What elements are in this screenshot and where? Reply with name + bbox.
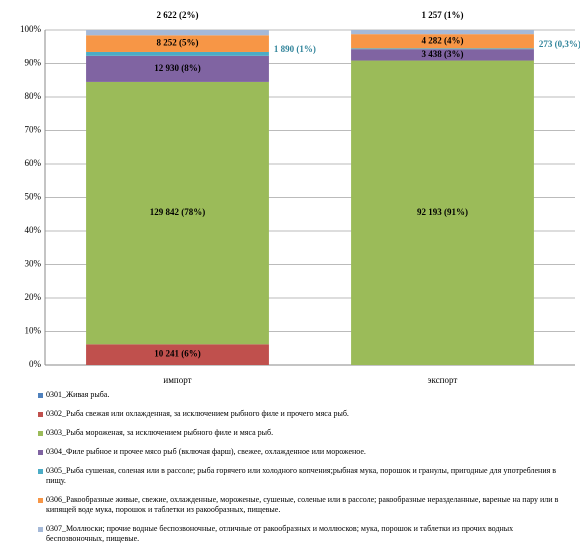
y-tick-label: 30% <box>25 259 42 269</box>
y-tick-label: 80% <box>25 91 42 101</box>
data-label: 10 241 (6%) <box>154 349 201 359</box>
legend-label: 0301_Живая рыба. <box>46 390 110 399</box>
y-tick-label: 100% <box>20 24 42 34</box>
data-label: 129 842 (78%) <box>150 207 206 217</box>
legend-swatch <box>38 431 43 436</box>
bar-segment <box>351 60 534 365</box>
legend-item: 0301_Живая рыба. <box>38 390 568 400</box>
y-tick-label: 0% <box>29 359 42 369</box>
bar-segment <box>86 81 269 345</box>
y-tick-label: 40% <box>25 225 42 235</box>
legend-item: 0305_Рыба сушеная, соленая или в рассоле… <box>38 466 568 486</box>
legend-label: 0306_Ракообразные живые, свежие, охлажде… <box>46 495 559 514</box>
legend-swatch <box>38 527 43 532</box>
legend-swatch <box>38 498 43 503</box>
data-label: 4 282 (4%) <box>422 35 464 45</box>
data-label: 2 622 (2%) <box>157 10 199 20</box>
y-tick-label: 10% <box>25 326 42 336</box>
legend-label: 0305_Рыба сушеная, соленая или в рассоле… <box>46 466 557 485</box>
y-tick-label: 60% <box>25 158 42 168</box>
y-tick-label: 70% <box>25 125 42 135</box>
legend-item: 0307_Моллюски; прочие водные беспозвоноч… <box>38 524 568 544</box>
legend-swatch <box>38 393 43 398</box>
bar-segment <box>351 30 534 35</box>
legend-label: 0307_Моллюски; прочие водные беспозвоноч… <box>46 524 514 543</box>
bar-segment <box>86 51 269 56</box>
y-tick-label: 50% <box>25 192 42 202</box>
y-tick-label: 90% <box>25 58 42 68</box>
data-label: 92 193 (91%) <box>417 207 468 217</box>
data-label: 8 252 (5%) <box>157 38 199 48</box>
legend-label: 0304_Филе рыбное и прочее мясо рыб (вклю… <box>46 447 366 456</box>
chart: 0% 10% 20% 30% 40% 50% 60% 70% 80% 90% 100% импорт 1… <box>20 10 580 385</box>
data-label: 12 930 (8%) <box>154 63 201 73</box>
bar-segment <box>86 344 269 365</box>
x-tick-label: экспорт <box>428 375 458 385</box>
data-label: 1 890 (1%) <box>274 44 316 54</box>
bar-segment <box>351 34 534 49</box>
data-label: 1 257 (1%) <box>422 10 464 20</box>
legend-item: 0302_Рыба свежая или охлажденная, за иск… <box>38 409 568 419</box>
legend-label: 0303_Рыба мороженая, за исключением рыбн… <box>46 428 274 437</box>
bar-segment <box>351 49 534 61</box>
legend-item: 0303_Рыба мороженая, за исключением рыбн… <box>38 428 568 438</box>
bar-segment <box>351 48 534 50</box>
legend-item: 0304_Филе рыбное и прочее мясо рыб (вклю… <box>38 447 568 457</box>
y-tick-label: 20% <box>25 292 42 302</box>
bar-segment <box>86 35 269 52</box>
legend-item: 0306_Ракообразные живые, свежие, охлажде… <box>38 495 568 515</box>
legend: 0301_Живая рыба. 0302_Рыба свежая или охл… <box>38 390 568 553</box>
legend-swatch <box>38 469 43 474</box>
data-label: 273 (0,3%) <box>539 39 580 49</box>
bar-segment <box>86 55 269 82</box>
data-label: 3 438 (3%) <box>422 49 464 59</box>
legend-swatch <box>38 450 43 455</box>
bar-segment <box>86 30 269 36</box>
legend-swatch <box>38 412 43 417</box>
x-tick-label: импорт <box>163 375 191 385</box>
legend-label: 0302_Рыба свежая или охлажденная, за иск… <box>46 409 349 418</box>
